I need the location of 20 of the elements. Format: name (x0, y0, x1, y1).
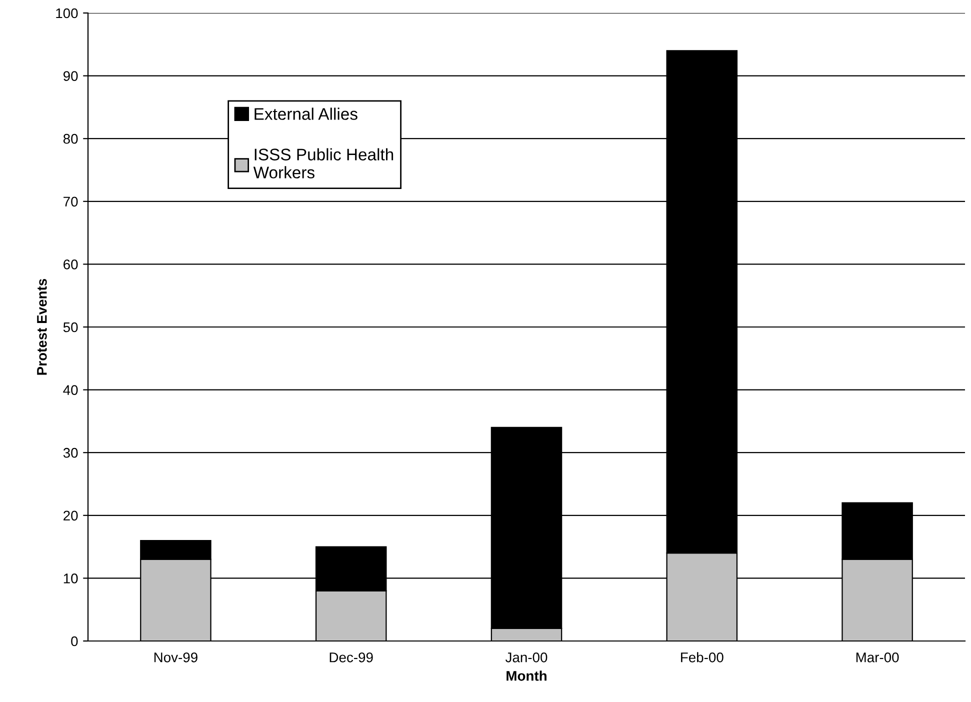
y-tick-label: 90 (63, 71, 78, 81)
y-axis-title: Protest Events (37, 278, 47, 375)
y-tick-label: 50 (63, 322, 78, 332)
x-axis-title: Month (506, 670, 546, 681)
x-tick-label: Jan-00 (505, 652, 548, 662)
x-tick-label: Dec-99 (330, 652, 373, 662)
y-tick-label: 70 (64, 196, 78, 207)
y-tick-label: 20 (64, 510, 78, 521)
x-tick-label: Mar-00 (856, 652, 899, 662)
y-tick-label: 30 (63, 448, 78, 458)
y-tick-label: 40 (63, 385, 78, 395)
x-tick-label: Feb-00 (681, 652, 724, 662)
legend-label: External Allies (254, 108, 358, 120)
y-tick-label: 0 (71, 636, 78, 646)
y-tick-label: 80 (63, 134, 78, 144)
y-tick-label: 10 (64, 574, 78, 584)
y-tick-label: 100 (56, 8, 78, 18)
x-tick-label: Nov-99 (154, 652, 198, 662)
legend-label: ISSS Public Health Workers (253, 148, 394, 178)
y-tick-label: 60 (64, 260, 78, 270)
